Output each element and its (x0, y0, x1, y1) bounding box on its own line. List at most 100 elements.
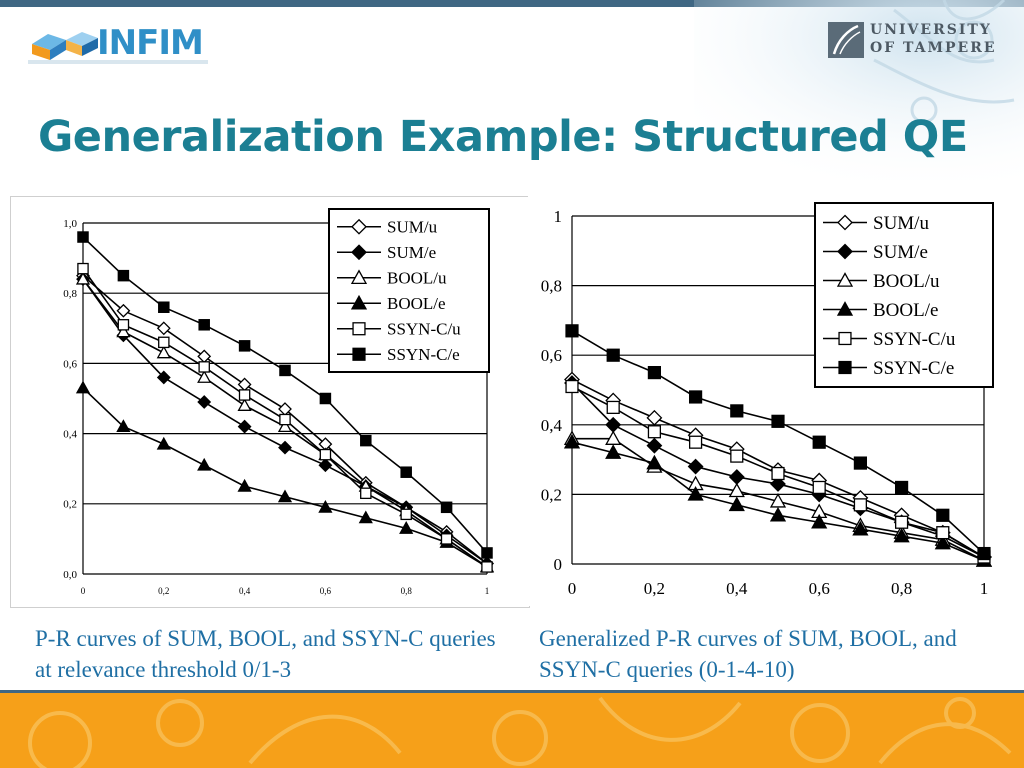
data-point (481, 561, 493, 573)
data-point (894, 480, 909, 495)
data-point (279, 364, 291, 377)
data-point (319, 448, 332, 461)
legend-label: SSYN-C/e (873, 358, 954, 379)
x-tick-label: 1 (980, 579, 989, 598)
caption-left: P-R curves of SUM, BOOL, and SSYN-C quer… (35, 626, 496, 682)
legend-label: SUM/e (387, 243, 436, 262)
x-tick-label: 0,8 (891, 579, 912, 598)
university-name-line2: OF TAMPERE (870, 40, 997, 56)
x-tick-label: 0,8 (401, 586, 413, 596)
data-point (399, 521, 414, 534)
legend-marker (836, 301, 854, 316)
x-tick-label: 0,6 (320, 586, 332, 596)
data-point (277, 489, 293, 503)
legend-label: BOOL/u (873, 271, 940, 292)
data-point (197, 370, 212, 383)
data-point (156, 436, 171, 450)
data-point (116, 324, 131, 338)
y-tick-label: 0,8 (541, 277, 562, 296)
data-point (400, 508, 412, 521)
x-tick-label: 0,4 (726, 579, 748, 598)
data-point (197, 349, 212, 364)
legend-marker (351, 218, 367, 235)
data-point (771, 466, 785, 481)
legend-marker (838, 331, 852, 346)
legend-label: BOOL/e (873, 300, 938, 321)
data-point (936, 508, 950, 522)
y-tick-label: 0,6 (541, 346, 562, 365)
data-point (440, 533, 453, 545)
x-tick-label: 0,4 (239, 586, 251, 596)
data-point (156, 345, 171, 359)
data-point (646, 409, 663, 426)
legend-label: BOOL/u (387, 269, 447, 288)
data-point (237, 419, 252, 434)
chart-right-panel: 0 0,2 0,4 0,6 0,8 1 0 0,2 0,4 0,6 0,8 1 SUM/u SUM/e BO… (528, 196, 1016, 606)
data-point (318, 458, 333, 473)
data-point (238, 389, 251, 401)
y-tick-label: 0,2 (63, 499, 77, 511)
legend-marker (352, 347, 366, 361)
data-point (605, 444, 622, 459)
data-point (358, 510, 373, 524)
university-logo: UNIVERSITY OF TAMPERE (828, 22, 998, 58)
legend-label: SUM/u (387, 218, 438, 237)
legend-label: SSYN-C/u (387, 320, 461, 339)
y-tick-label: 0,2 (541, 485, 562, 504)
data-point (894, 515, 909, 529)
slide-title: Generalization Example: Structured QE (38, 112, 968, 162)
data-point (565, 324, 579, 338)
footer-pattern (28, 696, 1012, 768)
data-point (936, 526, 950, 540)
data-point (481, 547, 493, 559)
data-point (771, 414, 785, 428)
data-point (812, 435, 826, 449)
data-point (687, 486, 704, 501)
y-tick-label: 1 (554, 207, 563, 226)
data-point (279, 413, 291, 426)
logo-text: INFIM (97, 23, 204, 63)
data-point (853, 456, 868, 470)
data-point (728, 469, 745, 485)
data-point (934, 534, 951, 550)
data-point (853, 498, 868, 512)
y-tick-label: 1,0 (63, 218, 77, 230)
data-point (117, 319, 130, 331)
data-point (197, 395, 212, 409)
data-point (688, 390, 703, 404)
legend-box (814, 202, 994, 388)
data-point (237, 478, 252, 492)
data-point (237, 398, 252, 411)
data-point (646, 454, 663, 470)
legend-marker (837, 243, 853, 260)
data-point (606, 400, 620, 414)
data-point (319, 392, 332, 405)
data-point (318, 499, 333, 513)
data-point (158, 336, 170, 349)
data-point (730, 404, 744, 418)
chart-legend: SUM/u SUM/e BOOL/u BOOL/e SSYN-C/u SSYN-C/e (328, 208, 490, 373)
data-point (440, 501, 453, 514)
footer-decoration (0, 693, 1024, 768)
series-ssyn-c-u (77, 262, 493, 573)
data-point (728, 496, 745, 512)
data-point (116, 419, 131, 433)
legend-marker (837, 214, 853, 231)
data-point (197, 457, 212, 471)
chart-left: 0,00,20,40,60,81,00 0,2 0,4 0,6 0,8 1SUM/uSUM… (63, 208, 495, 596)
x-tick-label: 0,2 (158, 586, 169, 596)
series-ssyn-c-e (565, 324, 991, 561)
y-tick-label: 0,0 (63, 569, 77, 581)
data-point (687, 458, 704, 475)
x-tick-label: 0,2 (644, 579, 665, 598)
university-emblem-icon (828, 22, 864, 58)
data-point (769, 506, 787, 522)
chart-left-panel: 0,0 0,2 0,4 0,6 0,8 1,0 0 0,2 0,4 0,6 0,8 1 SUM/u SUM… (10, 196, 530, 608)
data-point (278, 440, 292, 455)
data-point (198, 361, 210, 373)
data-point (977, 546, 991, 561)
data-point (646, 437, 663, 454)
x-tick-label: 0,6 (809, 579, 830, 598)
data-point (730, 449, 744, 463)
legend-marker (836, 272, 854, 287)
